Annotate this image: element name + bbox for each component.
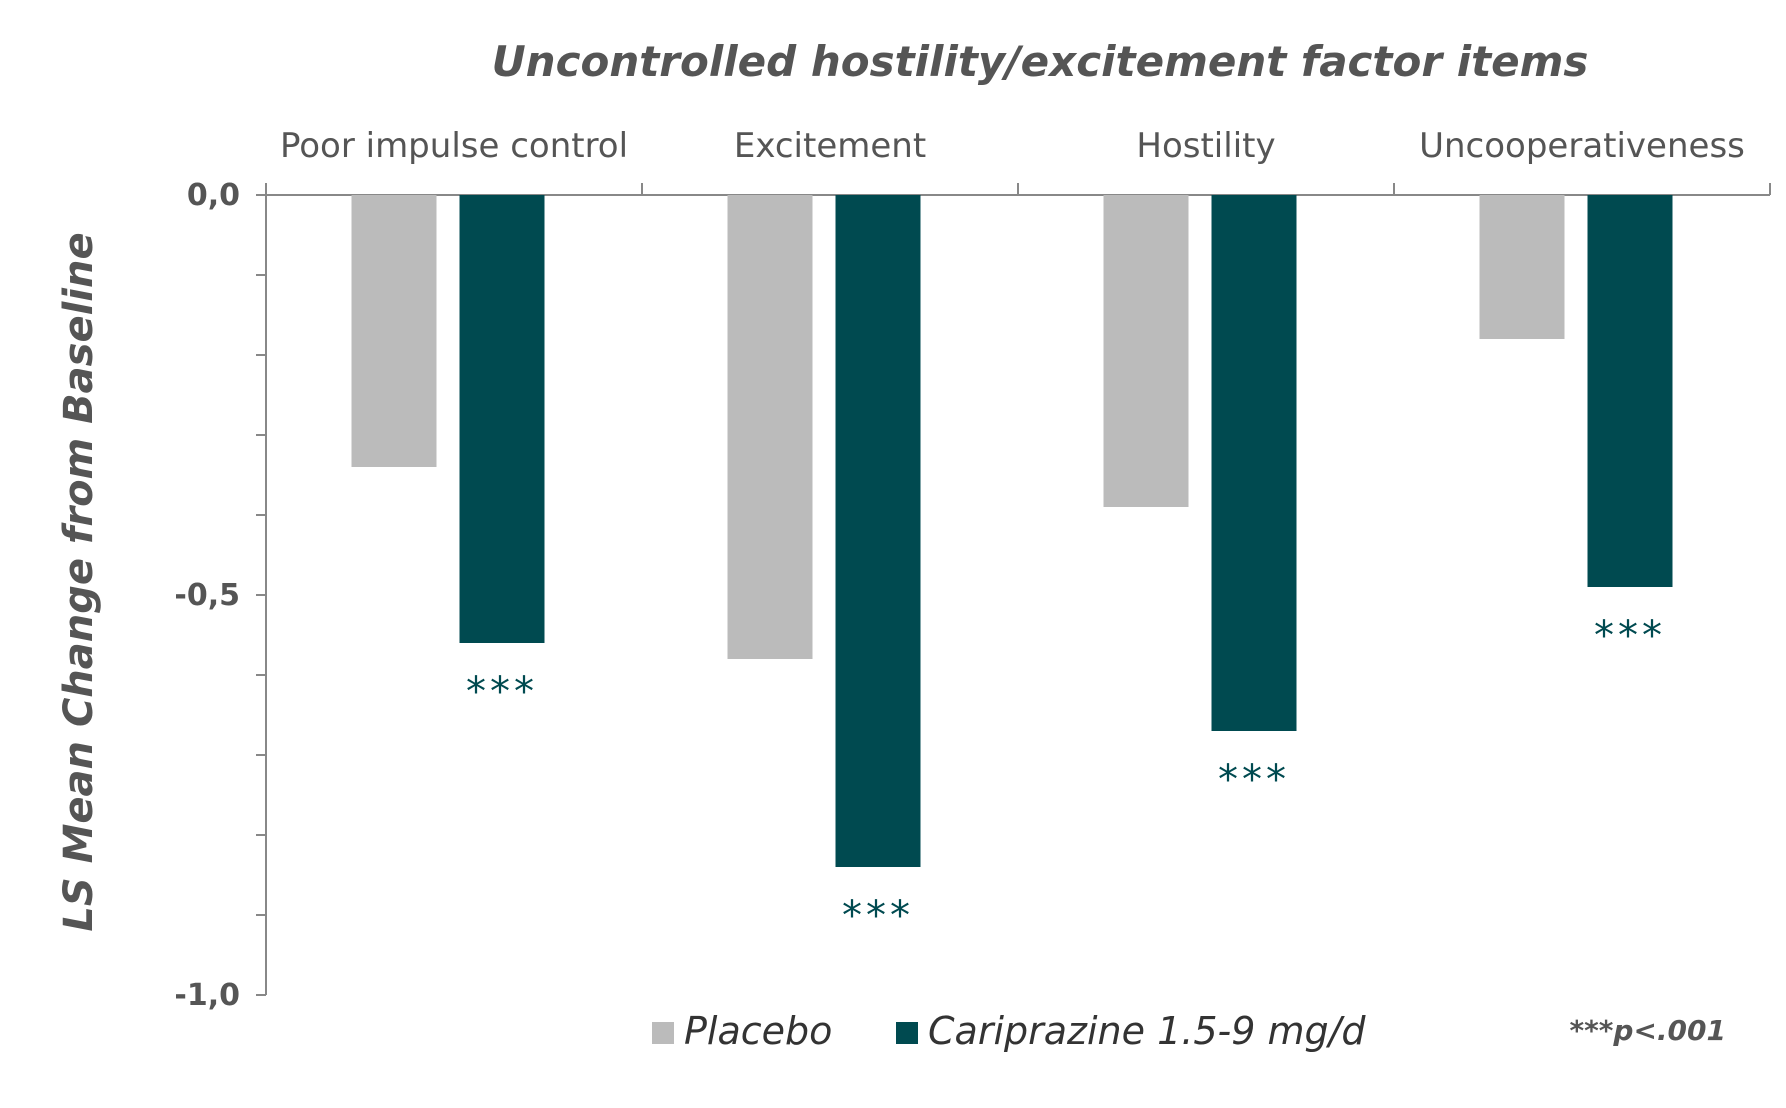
category-label: Hostility <box>1136 126 1275 166</box>
legend-label-placebo: Placebo <box>684 1009 832 1053</box>
significance-markers: *** *** *** *** <box>466 613 1666 939</box>
significance-marker: *** <box>1218 757 1290 803</box>
bar-cariprazine <box>459 195 545 643</box>
significance-marker: *** <box>842 893 914 939</box>
legend-swatch-cariprazine <box>896 1022 918 1044</box>
category-label: Poor impulse control <box>280 126 628 166</box>
category-labels: Poor impulse control Excitement Hostility U… <box>280 126 1745 166</box>
legend: Placebo Cariprazine 1.5-9 mg/d <box>652 1009 1366 1053</box>
significance-marker: *** <box>466 669 538 715</box>
bar-placebo <box>1103 195 1189 507</box>
category-label: Excitement <box>734 126 926 166</box>
bar-placebo <box>351 195 437 467</box>
legend-swatch-placebo <box>652 1022 674 1044</box>
y-tick-label: -1,0 <box>174 978 240 1013</box>
y-axis-label: LS Mean Change from Baseline <box>56 232 102 931</box>
chart-title: Uncontrolled hostility/excitement factor… <box>492 37 1589 86</box>
significance-marker: *** <box>1594 613 1666 659</box>
legend-label-cariprazine: Cariprazine 1.5-9 mg/d <box>928 1009 1366 1053</box>
bar-cariprazine <box>1211 195 1297 731</box>
footnote: ***p<.001 <box>1569 1014 1726 1047</box>
y-tick-label: -0,5 <box>174 578 240 613</box>
y-tick-label: 0,0 <box>187 178 240 213</box>
bars <box>351 195 1673 867</box>
bar-placebo <box>727 195 813 659</box>
bar-cariprazine <box>1587 195 1673 587</box>
category-label: Uncooperativeness <box>1419 126 1745 166</box>
bar-cariprazine <box>835 195 921 867</box>
bar-placebo <box>1479 195 1565 339</box>
